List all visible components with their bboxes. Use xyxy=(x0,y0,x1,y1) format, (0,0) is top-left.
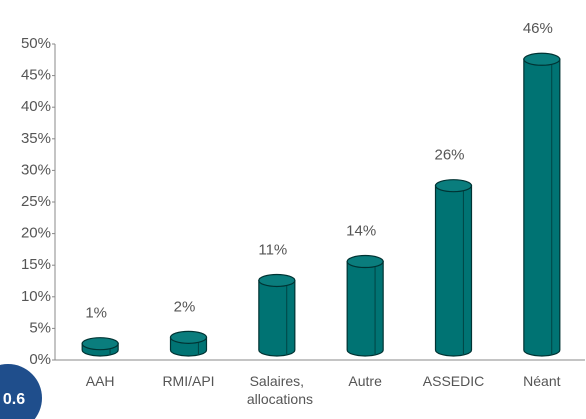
bar-part xyxy=(523,58,561,357)
value-label: 14% xyxy=(346,222,376,239)
bar-part xyxy=(346,260,384,357)
x-tick-label: RMI/API xyxy=(162,373,215,389)
bar-part xyxy=(434,185,473,357)
y-tick-label: 20% xyxy=(21,225,51,242)
bar xyxy=(523,52,561,357)
value-label: 11% xyxy=(258,241,287,258)
bar xyxy=(346,254,384,357)
badge: 0.6 xyxy=(3,391,25,408)
bar-part xyxy=(258,273,296,288)
y-tick-label: 40% xyxy=(21,98,51,115)
bar-part xyxy=(81,337,119,351)
value-label: 46% xyxy=(523,20,553,37)
value-label: 2% xyxy=(174,298,196,315)
y-tick-label: 45% xyxy=(21,67,51,84)
x-tick-label: AAH xyxy=(85,373,115,389)
y-tick-label: 30% xyxy=(21,161,51,178)
y-tick-label: 35% xyxy=(21,130,51,147)
y-tick-label: 0% xyxy=(29,351,51,368)
badge-circle xyxy=(0,364,42,419)
bar-part xyxy=(169,330,208,344)
bar xyxy=(169,330,208,357)
bar-part xyxy=(523,52,561,66)
value-label: 1% xyxy=(85,305,107,322)
bar xyxy=(258,273,296,357)
y-tick-label: 5% xyxy=(29,319,51,336)
y-tick-label: 25% xyxy=(21,193,51,210)
x-tick-label: ASSEDIC xyxy=(422,373,485,389)
y-tick-label: 15% xyxy=(21,256,51,273)
x-tick-label: Salaires, allocations xyxy=(246,373,313,407)
bar-part xyxy=(346,254,384,269)
bar xyxy=(81,337,119,357)
value-label: 26% xyxy=(434,147,464,164)
y-tick-label: 50% xyxy=(21,35,51,52)
bar-part xyxy=(258,279,296,357)
x-tick-label: Néant xyxy=(523,373,561,389)
bar-part xyxy=(434,179,473,193)
x-tick-label: Autre xyxy=(348,373,382,389)
bar xyxy=(434,179,473,357)
y-tick-label: 10% xyxy=(21,288,51,305)
